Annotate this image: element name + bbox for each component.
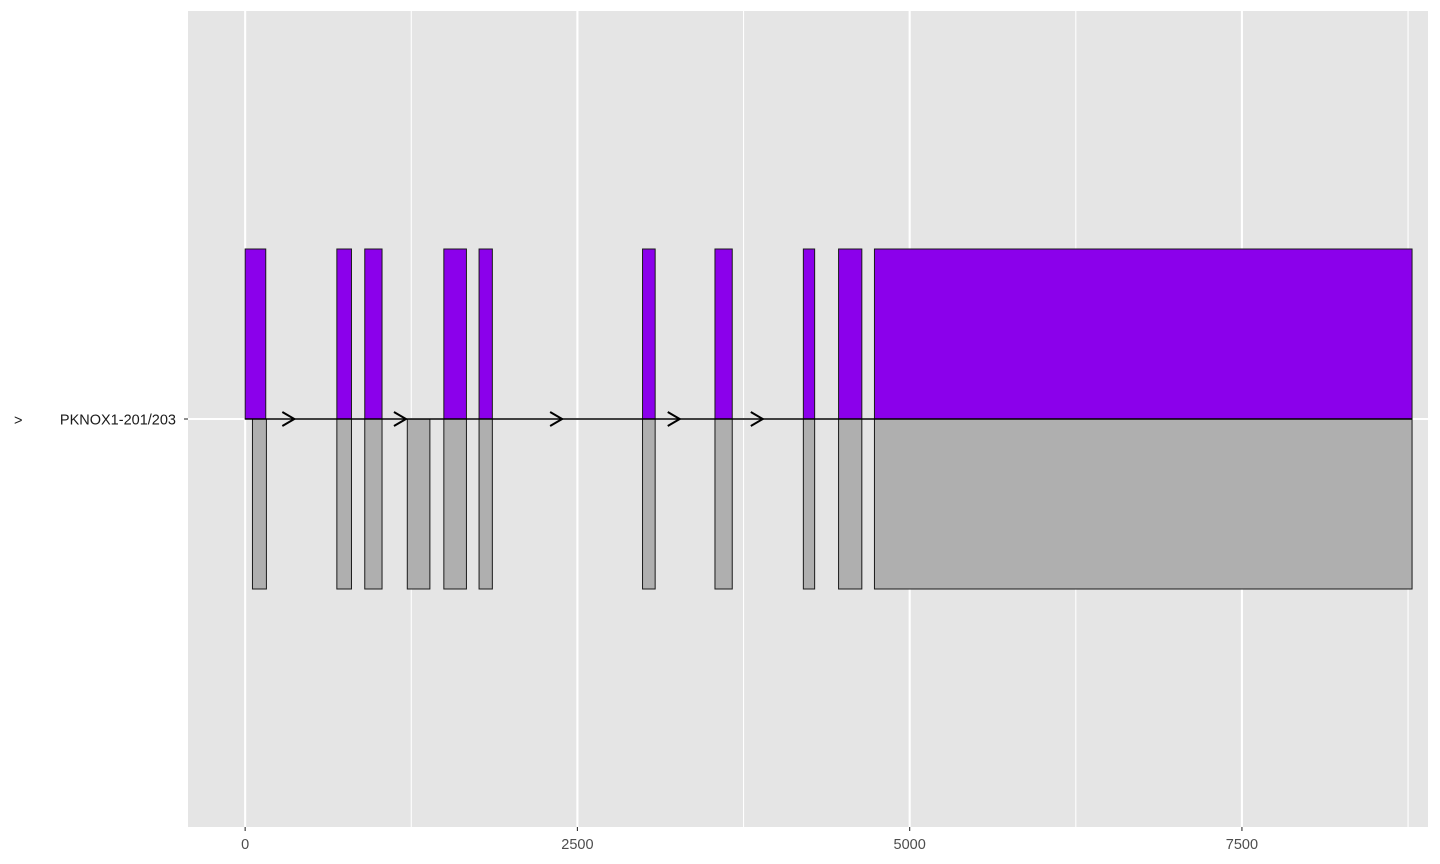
y-axis: PKNOX1-201/203 > bbox=[14, 413, 188, 429]
x-tick-label: 0 bbox=[241, 837, 249, 853]
upper-exon bbox=[336, 248, 352, 420]
direction-arrow bbox=[750, 411, 765, 427]
lower-exon bbox=[838, 418, 863, 590]
direction-arrow bbox=[393, 411, 408, 427]
y-tick-label: PKNOX1-201/203 bbox=[60, 413, 176, 429]
x-tick-label: 5000 bbox=[894, 837, 926, 853]
upper-exon bbox=[802, 248, 816, 420]
lower-exon bbox=[364, 418, 383, 590]
upper-exon bbox=[478, 248, 493, 420]
lower-exon bbox=[443, 418, 467, 590]
lower-exon bbox=[642, 418, 656, 590]
upper-exon bbox=[443, 248, 467, 420]
x-tick-label: 7500 bbox=[1226, 837, 1258, 853]
lower-exon bbox=[714, 418, 733, 590]
x-tick-label: 2500 bbox=[561, 837, 593, 853]
lower-exon bbox=[873, 418, 1413, 590]
upper-exon bbox=[714, 248, 733, 420]
lower-exon bbox=[336, 418, 352, 590]
x-axis: 0 2500 5000 7500 bbox=[241, 827, 1258, 853]
direction-arrow bbox=[549, 411, 565, 427]
direction-arrow bbox=[667, 411, 682, 427]
upper-exon bbox=[244, 248, 267, 420]
strand-marker: > bbox=[14, 413, 22, 429]
lower-exon bbox=[251, 418, 267, 590]
upper-exon-track bbox=[244, 248, 1413, 420]
upper-exon bbox=[838, 248, 863, 420]
upper-exon bbox=[873, 248, 1413, 420]
upper-exon bbox=[364, 248, 383, 420]
lower-exon bbox=[802, 418, 816, 590]
intron-track bbox=[245, 411, 1413, 427]
upper-exon bbox=[642, 248, 656, 420]
lower-exon bbox=[478, 418, 493, 590]
direction-arrow bbox=[281, 411, 297, 427]
lower-exon bbox=[406, 418, 431, 590]
